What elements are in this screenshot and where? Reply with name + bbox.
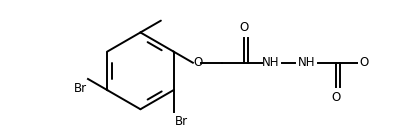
Text: Br: Br <box>73 82 87 95</box>
Text: O: O <box>331 91 340 104</box>
Text: Br: Br <box>175 115 188 128</box>
Text: NH: NH <box>262 56 280 69</box>
Text: O: O <box>239 21 249 34</box>
Text: NH: NH <box>298 56 315 69</box>
Text: O: O <box>359 56 369 69</box>
Text: O: O <box>194 56 203 69</box>
